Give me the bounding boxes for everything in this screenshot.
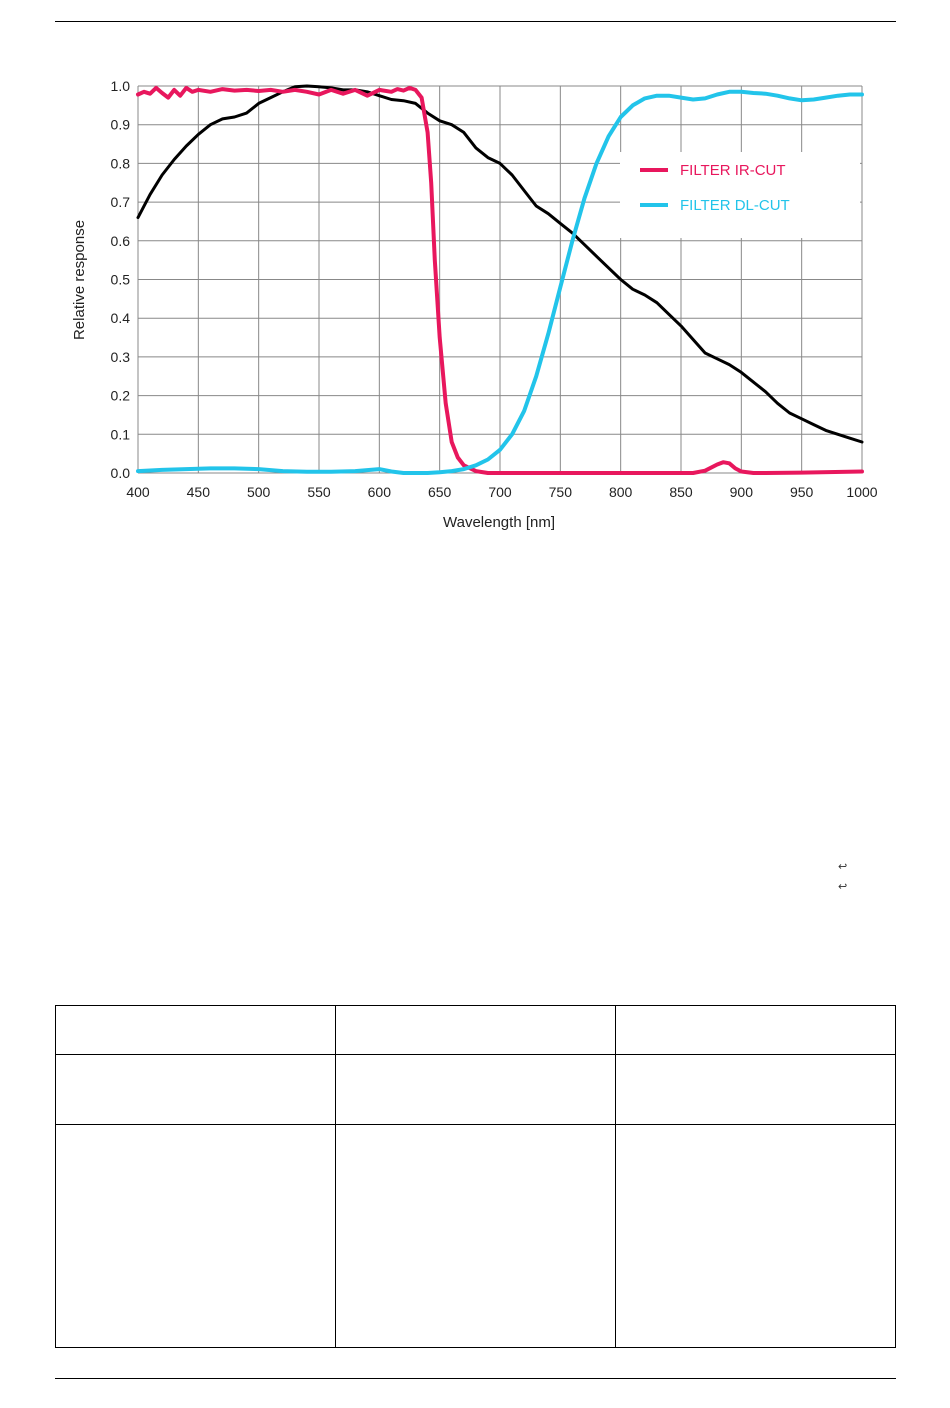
y-tick-label: 0.6 (111, 233, 131, 249)
table-cell (615, 1005, 896, 1055)
y-tick-label: 0.3 (111, 349, 131, 365)
table-cell (335, 1005, 616, 1055)
x-tick-label: 900 (730, 484, 754, 500)
sensor-response-line (136, 84, 864, 444)
y-axis-title: Relative response (71, 220, 88, 340)
x-tick-label: 650 (428, 484, 452, 500)
chart-svg: 400 450 500 550 600 650 700 750 800 850 900 950 1000… (71, 78, 878, 531)
x-tick-label: 400 (126, 484, 150, 500)
x-tick-label: 450 (187, 484, 211, 500)
x-tick-label: 600 (368, 484, 392, 500)
x-tick-label: 950 (790, 484, 814, 500)
table-row (55, 1124, 896, 1348)
table-cell (55, 1124, 336, 1348)
table-cell (615, 1124, 896, 1348)
y-tick-label: 0.7 (111, 194, 131, 210)
x-tick-label: 500 (247, 484, 271, 500)
dl-cut-line (136, 89, 864, 475)
x-tick-label: 1000 (846, 484, 877, 500)
y-tick-label: 1.0 (111, 78, 131, 94)
y-tick-labels: 0.0 0.1 0.2 0.3 0.4 0.5 0.6 0.7 0.8 0.9 1.0 (111, 78, 131, 481)
y-tick-label: 0.8 (111, 155, 131, 171)
table-cell (335, 1124, 616, 1348)
x-tick-label: 850 (669, 484, 693, 500)
x-axis-title: Wavelength [nm] (443, 514, 555, 531)
series-lines (136, 84, 864, 475)
table-cell (615, 1054, 896, 1125)
x-tick-label: 550 (307, 484, 331, 500)
table-cell (55, 1054, 336, 1125)
table-row (55, 1054, 896, 1125)
y-tick-label: 0.1 (111, 426, 131, 442)
y-tick-label: 0.0 (111, 465, 131, 481)
return-arrow-icon: ↩ (838, 880, 848, 893)
spec-table (55, 1005, 896, 1348)
spectral-response-chart: 400 450 500 550 600 650 700 750 800 850 900 950 1000… (60, 70, 890, 540)
ir-cut-line (136, 85, 864, 475)
table-cell (335, 1054, 616, 1125)
legend-box (620, 152, 860, 238)
header-rule (55, 21, 896, 22)
x-tick-label: 750 (549, 484, 573, 500)
x-tick-label: 700 (488, 484, 512, 500)
grid (137, 85, 863, 474)
x-tick-labels: 400 450 500 550 600 650 700 750 800 850 900 950 1000 (126, 484, 877, 500)
footer-rule (55, 1378, 896, 1379)
return-arrow-icon: ↩ (838, 860, 848, 873)
y-tick-label: 0.9 (111, 117, 131, 133)
table-row (55, 1005, 896, 1055)
legend-label-ir-cut: FILTER IR-CUT (680, 162, 786, 179)
y-tick-label: 0.5 (111, 272, 131, 288)
legend-label-dl-cut: FILTER DL-CUT (680, 197, 790, 214)
y-tick-label: 0.2 (111, 388, 131, 404)
y-tick-label: 0.4 (111, 310, 131, 326)
x-tick-label: 800 (609, 484, 633, 500)
table-cell (55, 1005, 336, 1055)
